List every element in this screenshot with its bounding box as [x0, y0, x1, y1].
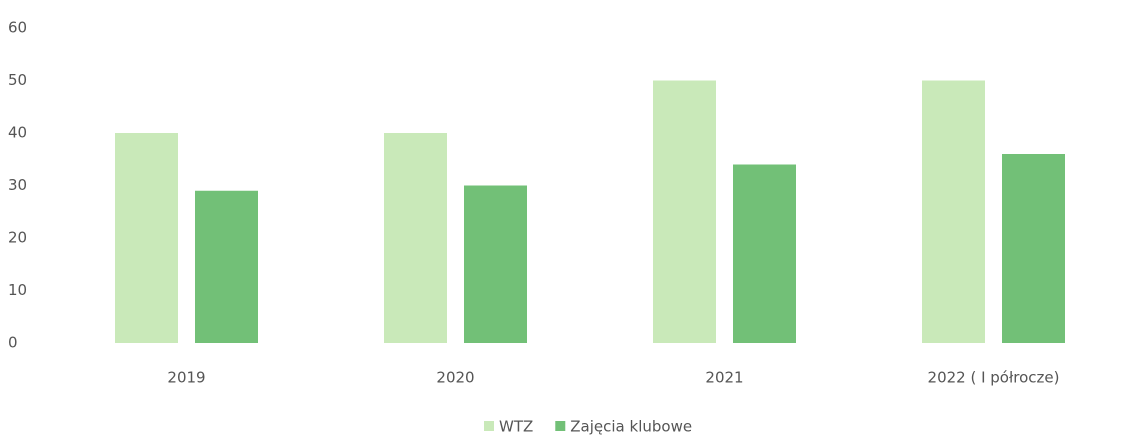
legend-label: Zajęcia klubowe [570, 418, 692, 436]
y-tick-label: 50 [8, 71, 27, 89]
y-tick-label: 20 [8, 229, 27, 247]
bar [922, 80, 985, 343]
y-tick-label: 60 [8, 19, 27, 37]
bar [653, 80, 716, 343]
y-tick-label: 0 [8, 334, 18, 352]
bar [464, 185, 527, 343]
y-tick-label: 30 [8, 176, 27, 194]
bar [384, 133, 447, 343]
legend-swatch [484, 421, 494, 431]
x-tick-label: 2019 [167, 369, 205, 387]
legend-label: WTZ [499, 418, 533, 436]
x-tick-label: 2020 [436, 369, 474, 387]
bar [733, 164, 796, 343]
bar [115, 133, 178, 343]
bar [195, 190, 258, 343]
x-tick-label: 2022 ( I półrocze) [928, 369, 1060, 387]
x-tick-label: 2021 [705, 369, 743, 387]
bar [1002, 154, 1065, 343]
y-tick-label: 10 [8, 281, 27, 299]
y-tick-label: 40 [8, 124, 27, 142]
legend-swatch [555, 421, 566, 431]
